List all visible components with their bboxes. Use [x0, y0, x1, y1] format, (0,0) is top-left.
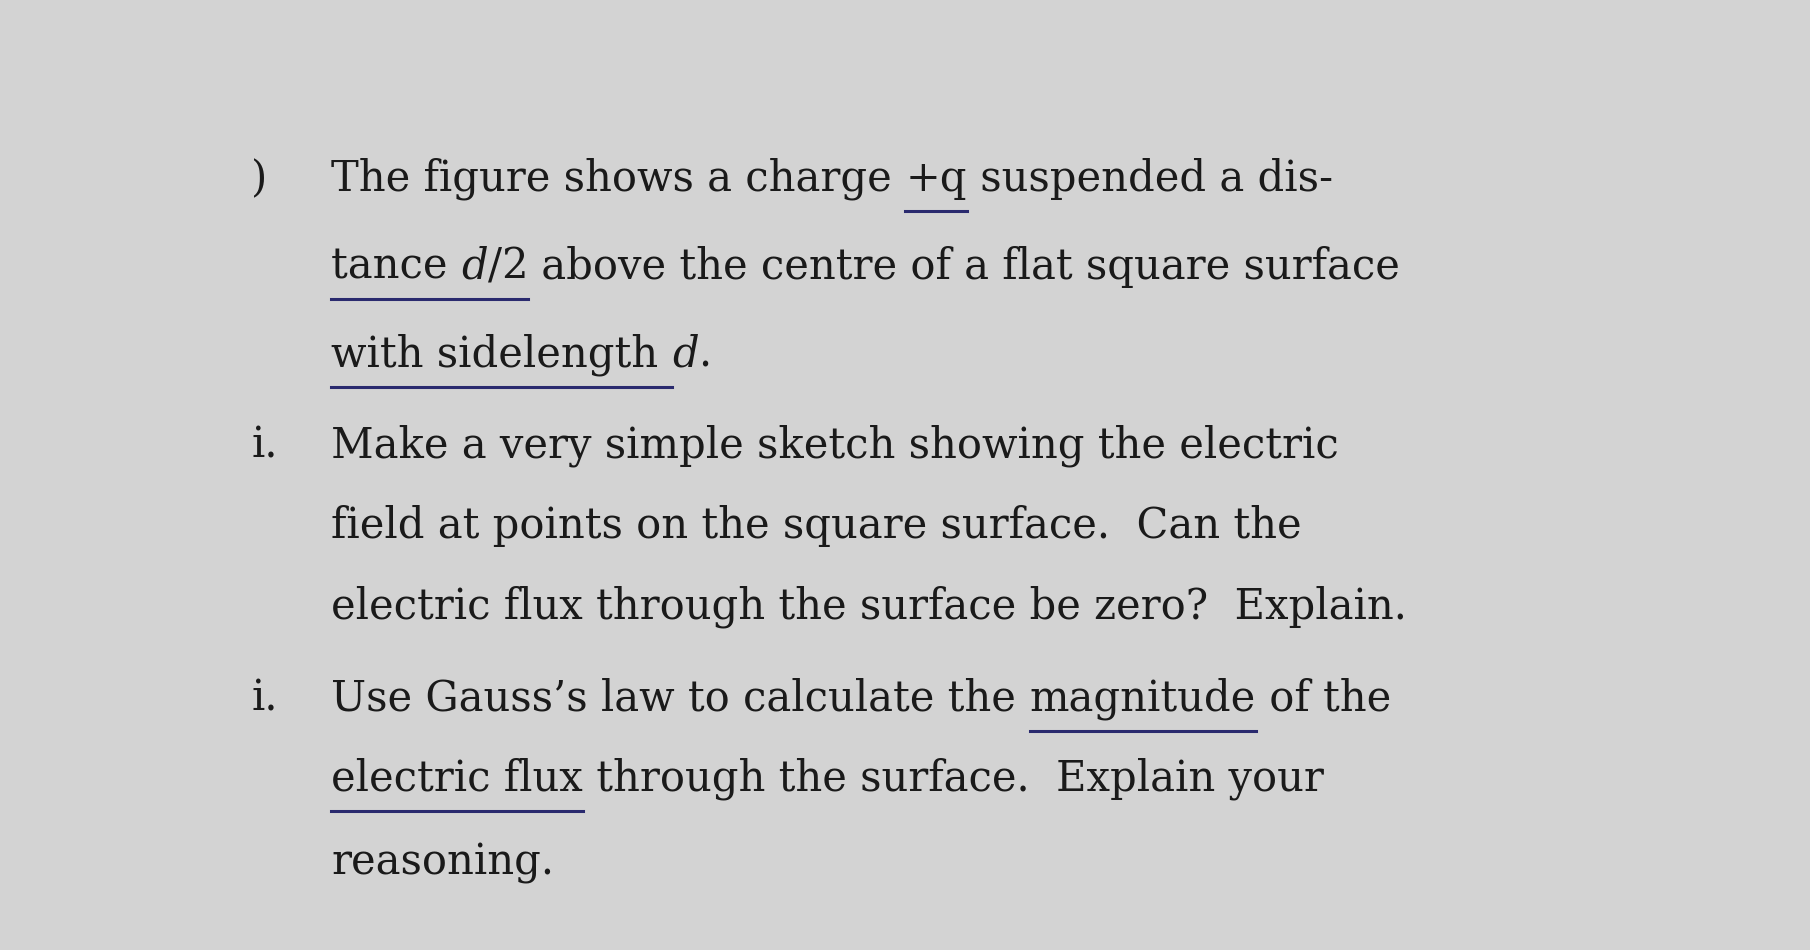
- Text: Use Gauss’s law to calculate the: Use Gauss’s law to calculate the: [331, 677, 1030, 719]
- Text: through the surface.  Explain your: through the surface. Explain your: [583, 758, 1325, 800]
- Text: with sidelength: with sidelength: [331, 333, 672, 376]
- Text: electric flux: electric flux: [331, 758, 583, 800]
- Text: above the centre of a flat square surface: above the centre of a flat square surfac…: [529, 246, 1401, 288]
- Text: of the: of the: [1256, 677, 1392, 719]
- Text: d: d: [672, 333, 699, 375]
- Text: field at points on the square surface.  Can the: field at points on the square surface. C…: [331, 505, 1301, 547]
- Text: ): ): [252, 158, 268, 200]
- Text: Make a very simple sketch showing the electric: Make a very simple sketch showing the el…: [331, 425, 1339, 467]
- Text: suspended a dis-: suspended a dis-: [967, 158, 1334, 200]
- Text: magnitude: magnitude: [1030, 677, 1256, 720]
- Text: +q: +q: [905, 158, 967, 200]
- Text: d: d: [462, 246, 489, 288]
- Text: electric flux through the surface be zero?  Explain.: electric flux through the surface be zer…: [331, 586, 1408, 628]
- Text: i.: i.: [252, 677, 279, 719]
- Text: /2: /2: [489, 246, 529, 288]
- Text: .: .: [699, 333, 711, 375]
- Text: The figure shows a charge: The figure shows a charge: [331, 158, 905, 200]
- Text: reasoning.: reasoning.: [331, 843, 554, 884]
- Text: i.: i.: [252, 425, 279, 466]
- Text: tance: tance: [331, 246, 462, 288]
